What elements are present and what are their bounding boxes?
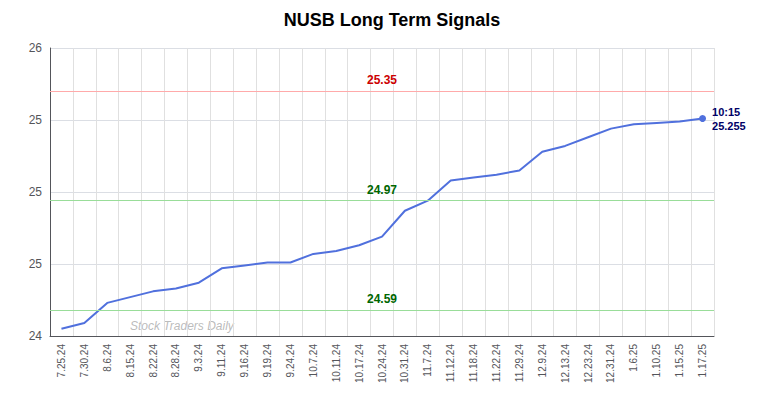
svg-text:25: 25 <box>29 185 43 199</box>
svg-text:11.22.24: 11.22.24 <box>491 344 502 383</box>
svg-text:1.10.25: 1.10.25 <box>651 344 662 378</box>
svg-text:12.9.24: 12.9.24 <box>537 344 548 378</box>
svg-text:25.255: 25.255 <box>712 120 746 132</box>
svg-text:9.3.24: 9.3.24 <box>193 344 204 372</box>
svg-text:10.24.24: 10.24.24 <box>377 344 388 383</box>
svg-text:1.15.25: 1.15.25 <box>674 344 685 378</box>
svg-text:10.17.24: 10.17.24 <box>354 344 365 383</box>
svg-text:7.25.24: 7.25.24 <box>56 344 67 378</box>
svg-text:8.28.24: 8.28.24 <box>170 344 181 378</box>
svg-text:25: 25 <box>29 257 43 271</box>
svg-text:12.31.24: 12.31.24 <box>605 344 616 383</box>
svg-text:24: 24 <box>29 329 43 343</box>
svg-text:8.15.24: 8.15.24 <box>125 344 136 378</box>
svg-text:10.31.24: 10.31.24 <box>399 344 410 383</box>
svg-text:9.11.24: 9.11.24 <box>216 344 227 377</box>
svg-text:NUSB Long Term Signals: NUSB Long Term Signals <box>284 10 501 30</box>
svg-text:7.30.24: 7.30.24 <box>79 344 90 378</box>
svg-text:25: 25 <box>29 113 43 127</box>
svg-text:8.6.24: 8.6.24 <box>102 344 113 372</box>
svg-text:10.11.24: 10.11.24 <box>331 344 342 383</box>
svg-text:Stock Traders Daily: Stock Traders Daily <box>130 319 235 333</box>
svg-text:11.29.24: 11.29.24 <box>514 344 525 383</box>
svg-text:10.7.24: 10.7.24 <box>308 344 319 378</box>
svg-text:24.59: 24.59 <box>367 292 397 306</box>
svg-text:25.35: 25.35 <box>367 73 397 87</box>
svg-text:10:15: 10:15 <box>712 106 740 118</box>
svg-text:11.18.24: 11.18.24 <box>468 344 479 383</box>
svg-text:11.7.24: 11.7.24 <box>422 344 433 377</box>
svg-text:26: 26 <box>29 41 43 55</box>
svg-text:9.19.24: 9.19.24 <box>262 344 273 378</box>
svg-text:12.13.24: 12.13.24 <box>560 344 571 383</box>
svg-text:12.23.24: 12.23.24 <box>583 344 594 383</box>
svg-text:8.22.24: 8.22.24 <box>148 344 159 378</box>
svg-text:9.16.24: 9.16.24 <box>239 344 250 378</box>
svg-text:9.24.24: 9.24.24 <box>285 344 296 378</box>
svg-text:1.6.25: 1.6.25 <box>628 344 639 372</box>
svg-text:24.97: 24.97 <box>367 183 397 197</box>
svg-text:11.12.24: 11.12.24 <box>445 344 456 383</box>
svg-text:1.17.25: 1.17.25 <box>697 344 708 378</box>
